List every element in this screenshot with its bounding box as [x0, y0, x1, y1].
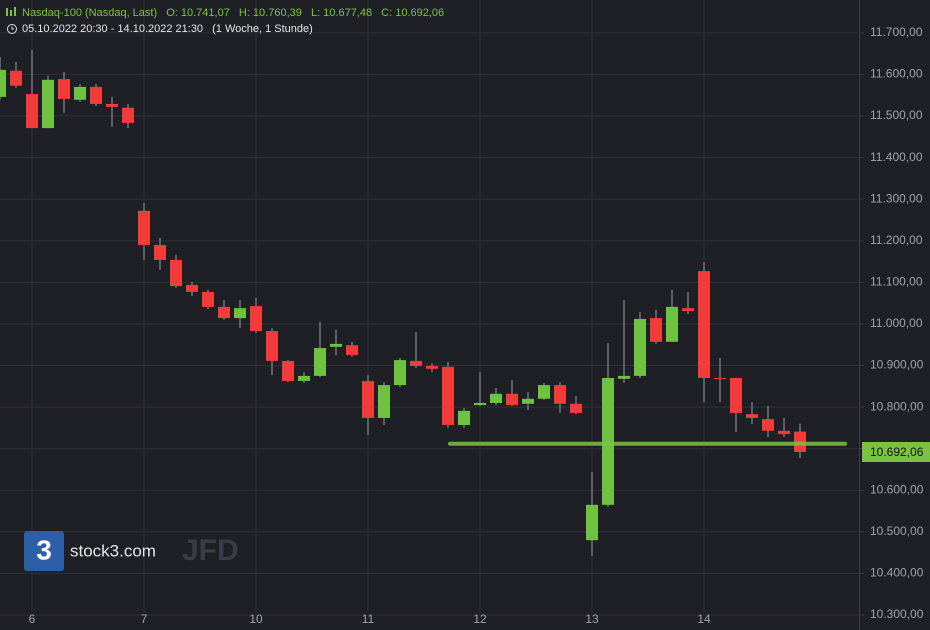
clock-hand	[11, 26, 14, 30]
candle-body	[618, 375, 630, 379]
x-tick-label: 13	[585, 612, 599, 626]
candle-body	[474, 402, 486, 406]
x-tick-label: 6	[29, 612, 36, 626]
candles	[0, 49, 806, 556]
y-tick-label: 11.300,00	[870, 191, 923, 205]
y-tick-label: 11.200,00	[870, 233, 923, 247]
candle-body	[90, 86, 102, 104]
icon	[14, 7, 16, 16]
candle-body	[746, 414, 758, 418]
header-line: Nasdaq-100 (Nasdaq, Last) O: 10.741,07 H…	[22, 7, 444, 19]
candle-body	[634, 318, 646, 376]
ohlc-label: C: 10.692,06	[381, 7, 444, 19]
x-tick-label: 12	[473, 612, 487, 626]
candle-body	[0, 69, 6, 97]
candle-body	[714, 378, 726, 379]
y-tick-label: 10.800,00	[870, 399, 924, 413]
header: Nasdaq-100 (Nasdaq, Last) O: 10.741,07 H…	[6, 7, 444, 35]
candle-body	[778, 430, 790, 435]
subtitle-line: 05.10.2022 20:30 - 14.10.2022 21:30 (1 W…	[22, 23, 313, 35]
candle-body	[730, 378, 742, 413]
candle-body	[570, 403, 582, 413]
title: Nasdaq-100 (Nasdaq, Last)	[22, 7, 157, 19]
y-tick-label: 11.100,00	[870, 275, 923, 289]
candle-body	[330, 343, 342, 347]
candle-body	[74, 86, 86, 100]
last-price-label: 10.692,06	[870, 445, 924, 459]
ohlc-label: H: 10.760,39	[239, 7, 302, 19]
candle-body	[554, 385, 566, 404]
candle-body	[282, 360, 294, 381]
subtitle: 05.10.2022 20:30 - 14.10.2022 21:30	[22, 23, 203, 35]
y-tick-label: 10.500,00	[870, 524, 924, 538]
brand: stock3.com	[70, 541, 156, 560]
icon	[6, 8, 8, 16]
candle-body	[426, 365, 438, 369]
candle-body	[266, 331, 278, 361]
clock-icon	[7, 24, 17, 34]
candle-body	[650, 318, 662, 342]
candle-body	[538, 385, 550, 399]
candle-body	[522, 398, 534, 404]
x-tick-label: 14	[697, 612, 711, 626]
candle-body	[186, 284, 198, 292]
candle-body	[154, 244, 166, 260]
candle-body	[122, 107, 134, 124]
candle-body	[298, 375, 310, 381]
candle-body	[394, 360, 406, 386]
last-price-box	[862, 441, 930, 462]
candle-body	[346, 345, 358, 356]
candle-body	[234, 308, 246, 319]
y-tick-label: 11.400,00	[870, 150, 923, 164]
candle-body	[378, 385, 390, 418]
x-tick-label: 7	[141, 612, 148, 626]
candle-body	[314, 348, 326, 376]
y-tick-label: 11.600,00	[870, 67, 923, 81]
candle-body	[26, 93, 38, 129]
candle-body	[58, 79, 70, 99]
candle-body	[170, 259, 182, 287]
candle-body	[410, 360, 422, 366]
broker: JFD	[182, 534, 239, 567]
candle-body	[506, 393, 518, 406]
candle-body	[682, 308, 694, 312]
candle-body	[666, 306, 678, 342]
logo-box	[24, 531, 64, 571]
candle-body	[250, 306, 262, 332]
candle-body	[586, 504, 598, 541]
candle-body	[138, 210, 150, 245]
y-tick-label: 11.500,00	[870, 108, 923, 122]
candle-body	[218, 306, 230, 319]
logo-text: 3	[36, 534, 52, 565]
candle-body	[362, 380, 374, 418]
y-tick-label: 10.400,00	[870, 566, 924, 580]
ohlc-label: L: 10.677,48	[311, 7, 372, 19]
candle-body	[10, 70, 22, 86]
x-tick-label: 10	[249, 612, 263, 626]
candle-body	[490, 393, 502, 403]
candle-body	[202, 291, 214, 307]
candle-body	[698, 271, 710, 378]
y-tick-label: 10.900,00	[870, 358, 924, 372]
x-tick-label: 11	[362, 612, 375, 626]
y-tick-label: 10.600,00	[870, 482, 924, 496]
y-tick-label: 11.000,00	[870, 316, 923, 330]
candle-body	[106, 103, 118, 107]
candle-body	[442, 366, 454, 425]
watermark: 3 stock3.com JFD	[24, 531, 239, 571]
ohlc-label: O: 10.741,07	[166, 7, 230, 19]
candle-body	[602, 378, 614, 505]
candle-body	[458, 410, 470, 425]
candle-body	[762, 419, 774, 431]
y-tick-label: 10.300,00	[870, 607, 924, 621]
y-tick-label: 11.700,00	[870, 25, 923, 39]
period: (1 Woche, 1 Stunde)	[212, 23, 313, 35]
candle-body	[42, 79, 54, 129]
icon	[10, 10, 12, 16]
